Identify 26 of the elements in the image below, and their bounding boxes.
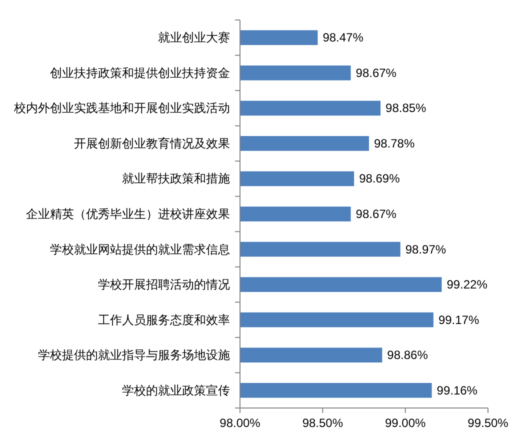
y-tick-label: 学校的就业政策宣传	[122, 383, 230, 398]
data-label: 99.16%	[436, 383, 478, 398]
y-tick-label: 企业精英（优秀毕业生）进校讲座效果	[26, 207, 230, 221]
y-tick-label: 就业创业大赛	[158, 30, 230, 45]
data-label: 99.22%	[446, 278, 488, 292]
data-label: 98.78%	[374, 136, 415, 150]
data-label: 98.47%	[322, 30, 364, 45]
y-tick-label: 创业扶持政策和提供创业扶持资金	[50, 66, 230, 80]
x-tick-label: 98.00%	[220, 416, 261, 430]
data-label: 98.97%	[405, 242, 446, 256]
y-tick-label: 学校就业网站提供的就业需求信息	[50, 242, 230, 256]
y-tick-label: 就业帮扶政策和措施	[122, 172, 230, 186]
data-label: 98.86%	[387, 348, 428, 362]
data-label: 98.85%	[386, 101, 427, 116]
data-label: 98.67%	[356, 66, 397, 80]
data-label: 98.67%	[356, 207, 397, 221]
data-label: 98.69%	[359, 172, 400, 186]
y-tick-label: 校内外创业实践基地和开展创业实践活动	[13, 101, 230, 116]
x-tick-label: 98.50%	[302, 416, 344, 430]
y-tick-label: 学校开展招聘活动的情况	[98, 278, 230, 292]
x-tick-label: 99.50%	[468, 416, 509, 430]
y-tick-label: 开展创新创业教育情况及效果	[74, 136, 230, 150]
y-tick-label: 学校提供的就业指导与服务场地设施	[38, 348, 230, 362]
x-tick-label: 99.00%	[384, 416, 426, 430]
y-tick-label: 工作人员服务态度和效率	[98, 312, 230, 327]
data-label: 99.17%	[438, 312, 480, 327]
